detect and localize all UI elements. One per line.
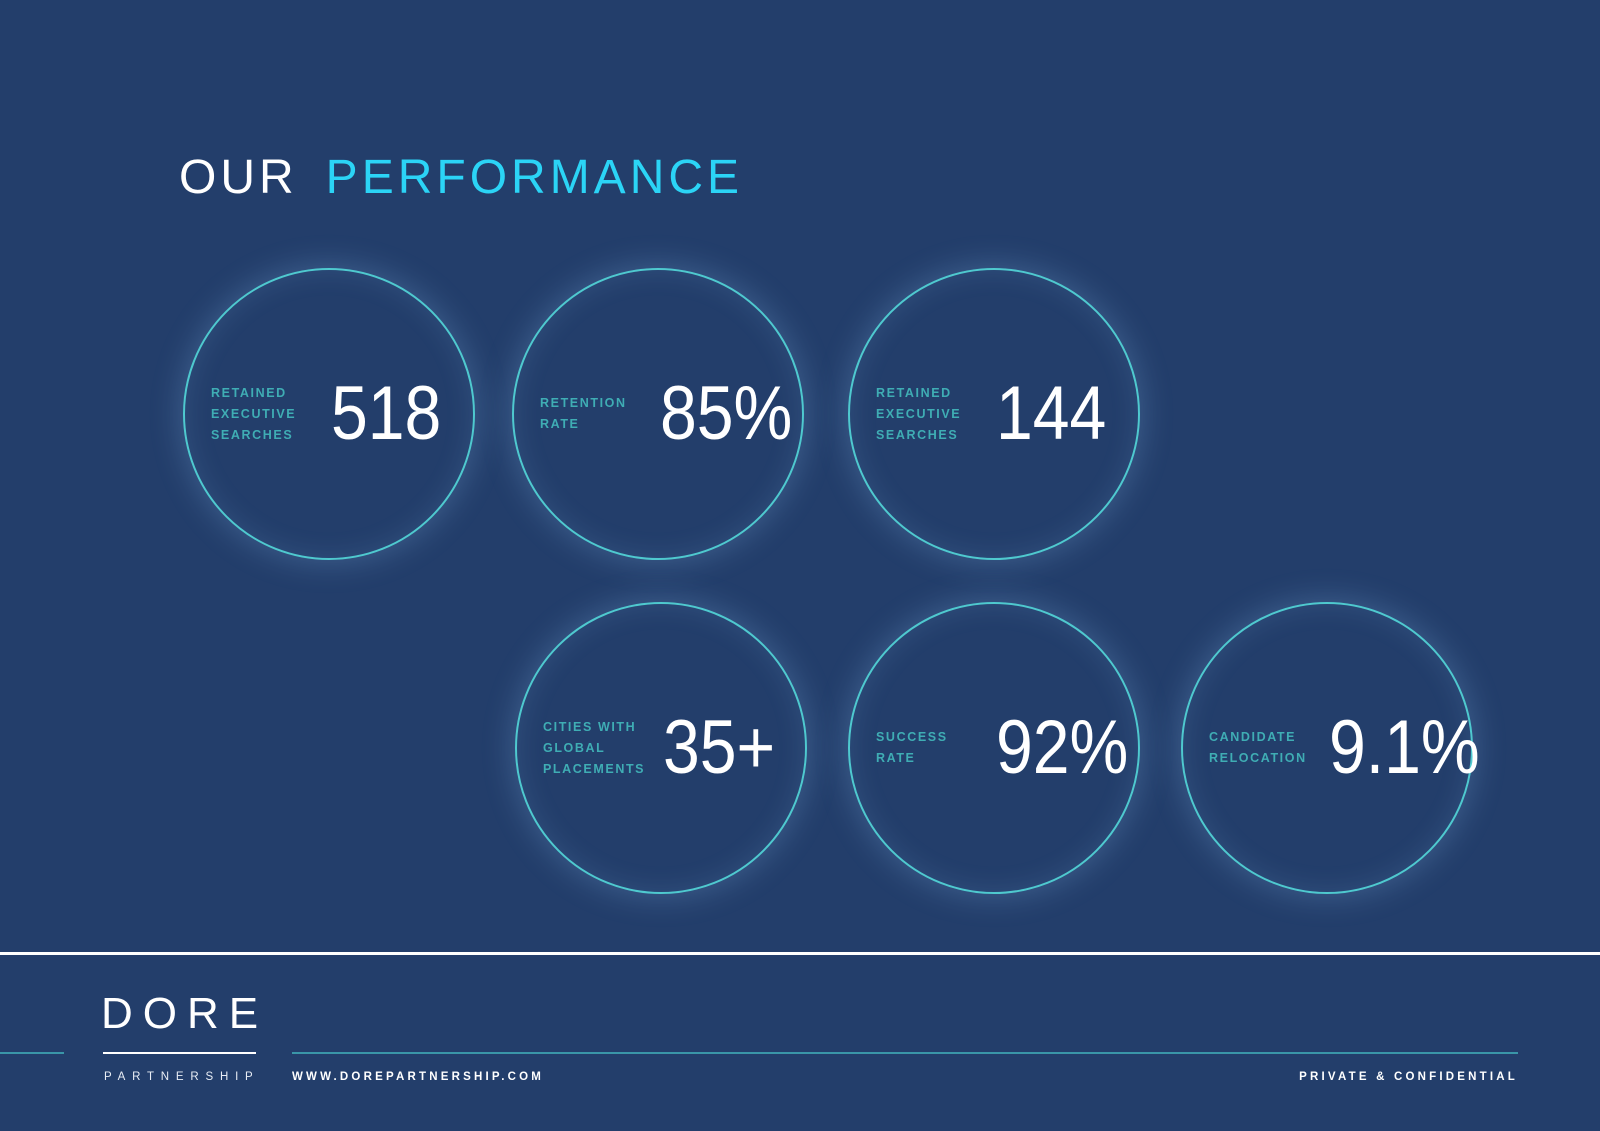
stat-label: RETAINED EXECUTIVE SEARCHES: [876, 385, 962, 442]
stat-circle-retained-searches-144: RETAINED EXECUTIVE SEARCHES 144: [848, 268, 1140, 560]
stat-value: 9.1%: [1329, 705, 1480, 790]
stat-value: 518: [331, 371, 442, 456]
stat-value: 85%: [660, 371, 793, 456]
stat-value: 144: [996, 371, 1107, 456]
page-title: OUR PERFORMANCE: [179, 150, 743, 205]
confidentiality-notice: PRIVATE & CONFIDENTIAL: [1299, 1071, 1518, 1083]
stat-value: 35+: [663, 705, 776, 790]
title-prefix: OUR: [179, 151, 298, 204]
footer-rule-right-teal: [292, 1052, 1518, 1054]
stat-circle-retained-searches-518: RETAINED EXECUTIVE SEARCHES 518: [183, 268, 475, 560]
title-highlight: PERFORMANCE: [325, 151, 744, 204]
stat-circle-candidate-relocation: CANDIDATE RELOCATION 9.1%: [1181, 602, 1480, 894]
logo-underline: [103, 1052, 256, 1054]
stat-circle-success-rate: SUCCESS RATE 92%: [848, 602, 1140, 894]
footer-divider-line: [0, 952, 1600, 955]
brand-logo: DORE: [101, 989, 269, 1038]
stat-label: SUCCESS RATE: [876, 730, 948, 765]
stat-value: 92%: [996, 705, 1129, 790]
stat-label: RETAINED EXECUTIVE SEARCHES: [211, 385, 297, 442]
brand-logo-subtitle: PARTNERSHIP: [104, 1071, 260, 1083]
stat-circle-global-cities: CITIES WITH GLOBAL PLACEMENTS 35+: [515, 602, 807, 894]
website-link[interactable]: WWW.DOREPARTNERSHIP.COM: [292, 1071, 545, 1083]
stat-circle-retention-rate: RETENTION RATE 85%: [512, 268, 804, 560]
footer-rule-left-teal: [0, 1052, 64, 1054]
stat-label: RETENTION RATE: [540, 396, 627, 431]
stat-label: CITIES WITH GLOBAL PLACEMENTS: [543, 719, 646, 776]
stat-label: CANDIDATE RELOCATION: [1209, 730, 1307, 765]
